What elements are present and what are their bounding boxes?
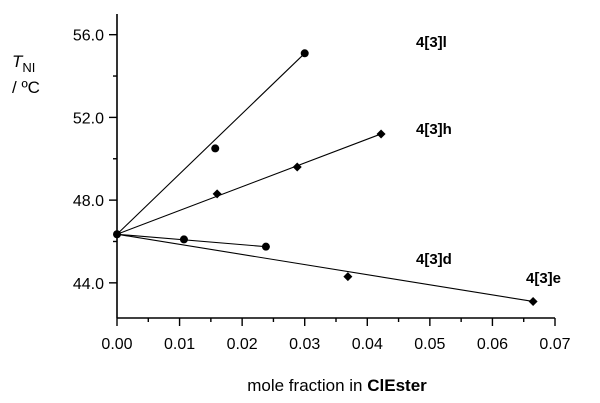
y-axis-title: TNI [12,52,35,75]
series-label-4[3]l: 4[3]l [416,34,447,51]
x-tick-label: 0.07 [539,336,570,353]
x-axis-title: mole fraction in ClEster [247,376,427,395]
data-point-4[3]l [300,49,309,58]
y-tick-label: 56.0 [73,28,104,45]
data-point-4[3]e [343,272,353,282]
fit-lines-layer [116,52,534,302]
data-point-4[3]e [528,296,538,306]
y-tick-label: 44.0 [73,276,104,293]
y-axis-title-symbol: T [12,52,24,71]
y-tick-label: 48.0 [73,193,104,210]
fit-line-4[3]e [116,233,534,302]
data-point-4[3]d [261,242,270,251]
series-label-4[3]d: 4[3]d [416,251,452,268]
labels-layer: 4[3]l 4[3]h 4[3]d 4[3]e [416,34,561,287]
x-tick-label: 0.01 [164,336,195,353]
fit-line-4[3]l [116,52,306,235]
y-axis-title-subscript: NI [22,60,35,75]
axes-layer: 0.00 0.01 0.02 0.03 0.04 0.05 0.06 0.07 44.0 48.0… [12,14,571,395]
data-points-layer [113,49,538,306]
series-label-4[3]e: 4[3]e [526,270,561,287]
x-axis-title-bold: ClEster [367,376,427,395]
data-point-4[3]l [211,144,220,153]
y-tick-label: 52.0 [73,110,104,127]
x-tick-label: 0.00 [101,336,132,353]
data-point-4[3]h [376,129,386,139]
data-point-origin [113,230,121,239]
fit-line-4[3]d [116,233,266,248]
data-point-4[3]h [292,162,302,172]
y-axis-unit: / ºC [12,78,40,97]
x-axis-title-prefix: mole fraction in [247,376,367,395]
x-tick-label: 0.03 [289,336,320,353]
x-tick-label: 0.02 [227,336,258,353]
fit-line-4[3]h [116,133,382,235]
data-point-4[3]d [179,235,188,244]
x-tick-label: 0.06 [477,336,508,353]
x-tick-label: 0.04 [352,336,383,353]
data-point-4[3]h [212,189,222,199]
series-label-4[3]h: 4[3]h [416,121,452,138]
x-tick-label: 0.05 [414,336,445,353]
